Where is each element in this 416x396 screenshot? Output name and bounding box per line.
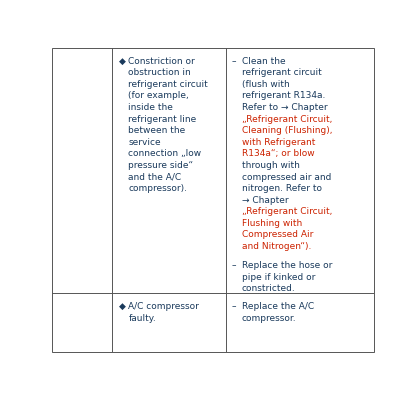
Text: faulty.: faulty.: [129, 314, 156, 323]
Text: refrigerant R134a.: refrigerant R134a.: [242, 91, 325, 101]
Text: Constriction or: Constriction or: [129, 57, 195, 66]
Text: refrigerant circuit: refrigerant circuit: [129, 80, 208, 89]
Text: –: –: [232, 57, 236, 66]
Text: –: –: [232, 302, 236, 311]
Text: Refer to → Chapter: Refer to → Chapter: [242, 103, 327, 112]
Text: → Chapter: → Chapter: [242, 196, 288, 205]
Text: refrigerant line: refrigerant line: [129, 114, 197, 124]
Text: between the: between the: [129, 126, 186, 135]
Text: pressure side“: pressure side“: [129, 161, 193, 170]
Text: „Refrigerant Circuit,: „Refrigerant Circuit,: [242, 207, 332, 216]
Text: obstruction in: obstruction in: [129, 68, 191, 77]
Text: Replace the hose or: Replace the hose or: [242, 261, 332, 270]
Text: and Nitrogen“).: and Nitrogen“).: [242, 242, 311, 251]
Text: ◆: ◆: [119, 302, 126, 311]
Text: and the A/C: and the A/C: [129, 173, 181, 181]
Text: A/C compressor: A/C compressor: [129, 302, 199, 311]
Text: with Refrigerant: with Refrigerant: [242, 138, 315, 147]
Text: ◆: ◆: [119, 57, 126, 66]
Text: constricted.: constricted.: [242, 284, 295, 293]
Text: service: service: [129, 138, 161, 147]
Text: nitrogen. Refer to: nitrogen. Refer to: [242, 184, 322, 193]
Text: –: –: [232, 261, 236, 270]
Text: through with: through with: [242, 161, 300, 170]
Text: Flushing with: Flushing with: [242, 219, 302, 228]
Text: pipe if kinked or: pipe if kinked or: [242, 273, 315, 282]
Text: compressor).: compressor).: [129, 184, 188, 193]
Text: Compressed Air: Compressed Air: [242, 230, 313, 240]
Text: compressed air and: compressed air and: [242, 173, 331, 181]
Text: Cleaning (Flushing),: Cleaning (Flushing),: [242, 126, 332, 135]
Text: refrigerant circuit: refrigerant circuit: [242, 68, 321, 77]
Text: Clean the: Clean the: [242, 57, 285, 66]
Text: compressor.: compressor.: [242, 314, 296, 323]
Text: inside the: inside the: [129, 103, 173, 112]
Text: Replace the A/C: Replace the A/C: [242, 302, 314, 311]
Text: „Refrigerant Circuit,: „Refrigerant Circuit,: [242, 114, 332, 124]
Text: (for example,: (for example,: [129, 91, 189, 101]
Text: (flush with: (flush with: [242, 80, 289, 89]
Text: connection „low: connection „low: [129, 149, 201, 158]
Text: R134a“; or blow: R134a“; or blow: [242, 149, 314, 158]
